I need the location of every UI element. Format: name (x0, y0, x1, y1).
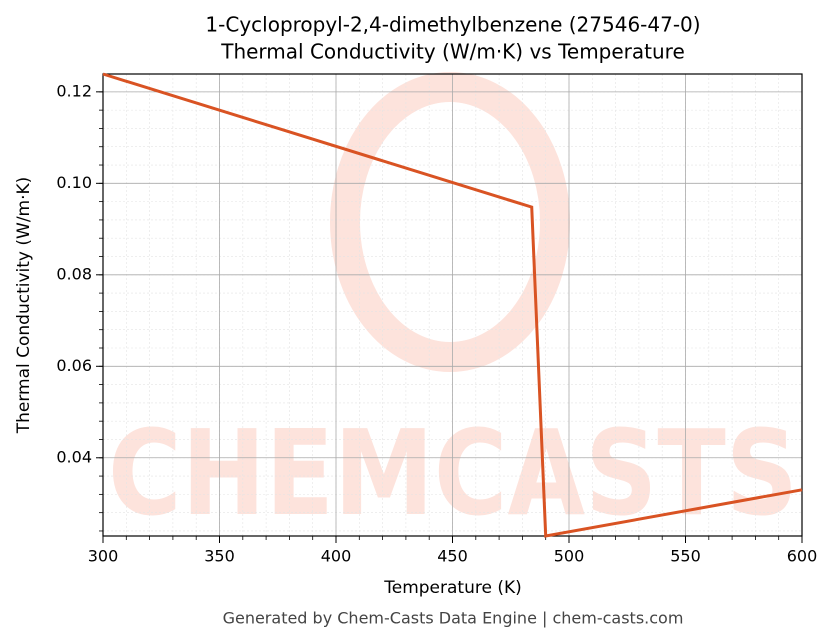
x-tick-label: 450 (437, 547, 468, 566)
chart-subtitle: Thermal Conductivity (W/m·K) vs Temperat… (220, 40, 685, 64)
x-tick-label: 400 (321, 547, 352, 566)
plot-frame (102, 73, 803, 537)
y-tick-label: 0.08 (56, 264, 92, 283)
x-tick-label: 600 (787, 547, 818, 566)
x-tick-label: 350 (204, 547, 235, 566)
x-tick-label: 550 (670, 547, 701, 566)
y-tick-label: 0.10 (56, 173, 92, 192)
x-tick-label: 300 (88, 547, 119, 566)
y-axis-label: Thermal Conductivity (W/m·K) (14, 177, 34, 435)
data-line (102, 72, 803, 538)
x-tick-label: 500 (554, 547, 585, 566)
y-tick-label: 0.06 (56, 356, 92, 375)
y-tick-label: 0.04 (56, 447, 92, 466)
x-axis-label: Temperature (K) (383, 578, 522, 598)
chart-title: 1-Cyclopropyl-2,4-dimethylbenzene (27546… (205, 13, 700, 37)
watermark: CHEMCASTS (108, 404, 798, 542)
watermark-logo (330, 72, 570, 372)
footer: Generated by Chem-Casts Data Engine | ch… (223, 609, 684, 628)
y-tick-label: 0.12 (56, 81, 92, 100)
